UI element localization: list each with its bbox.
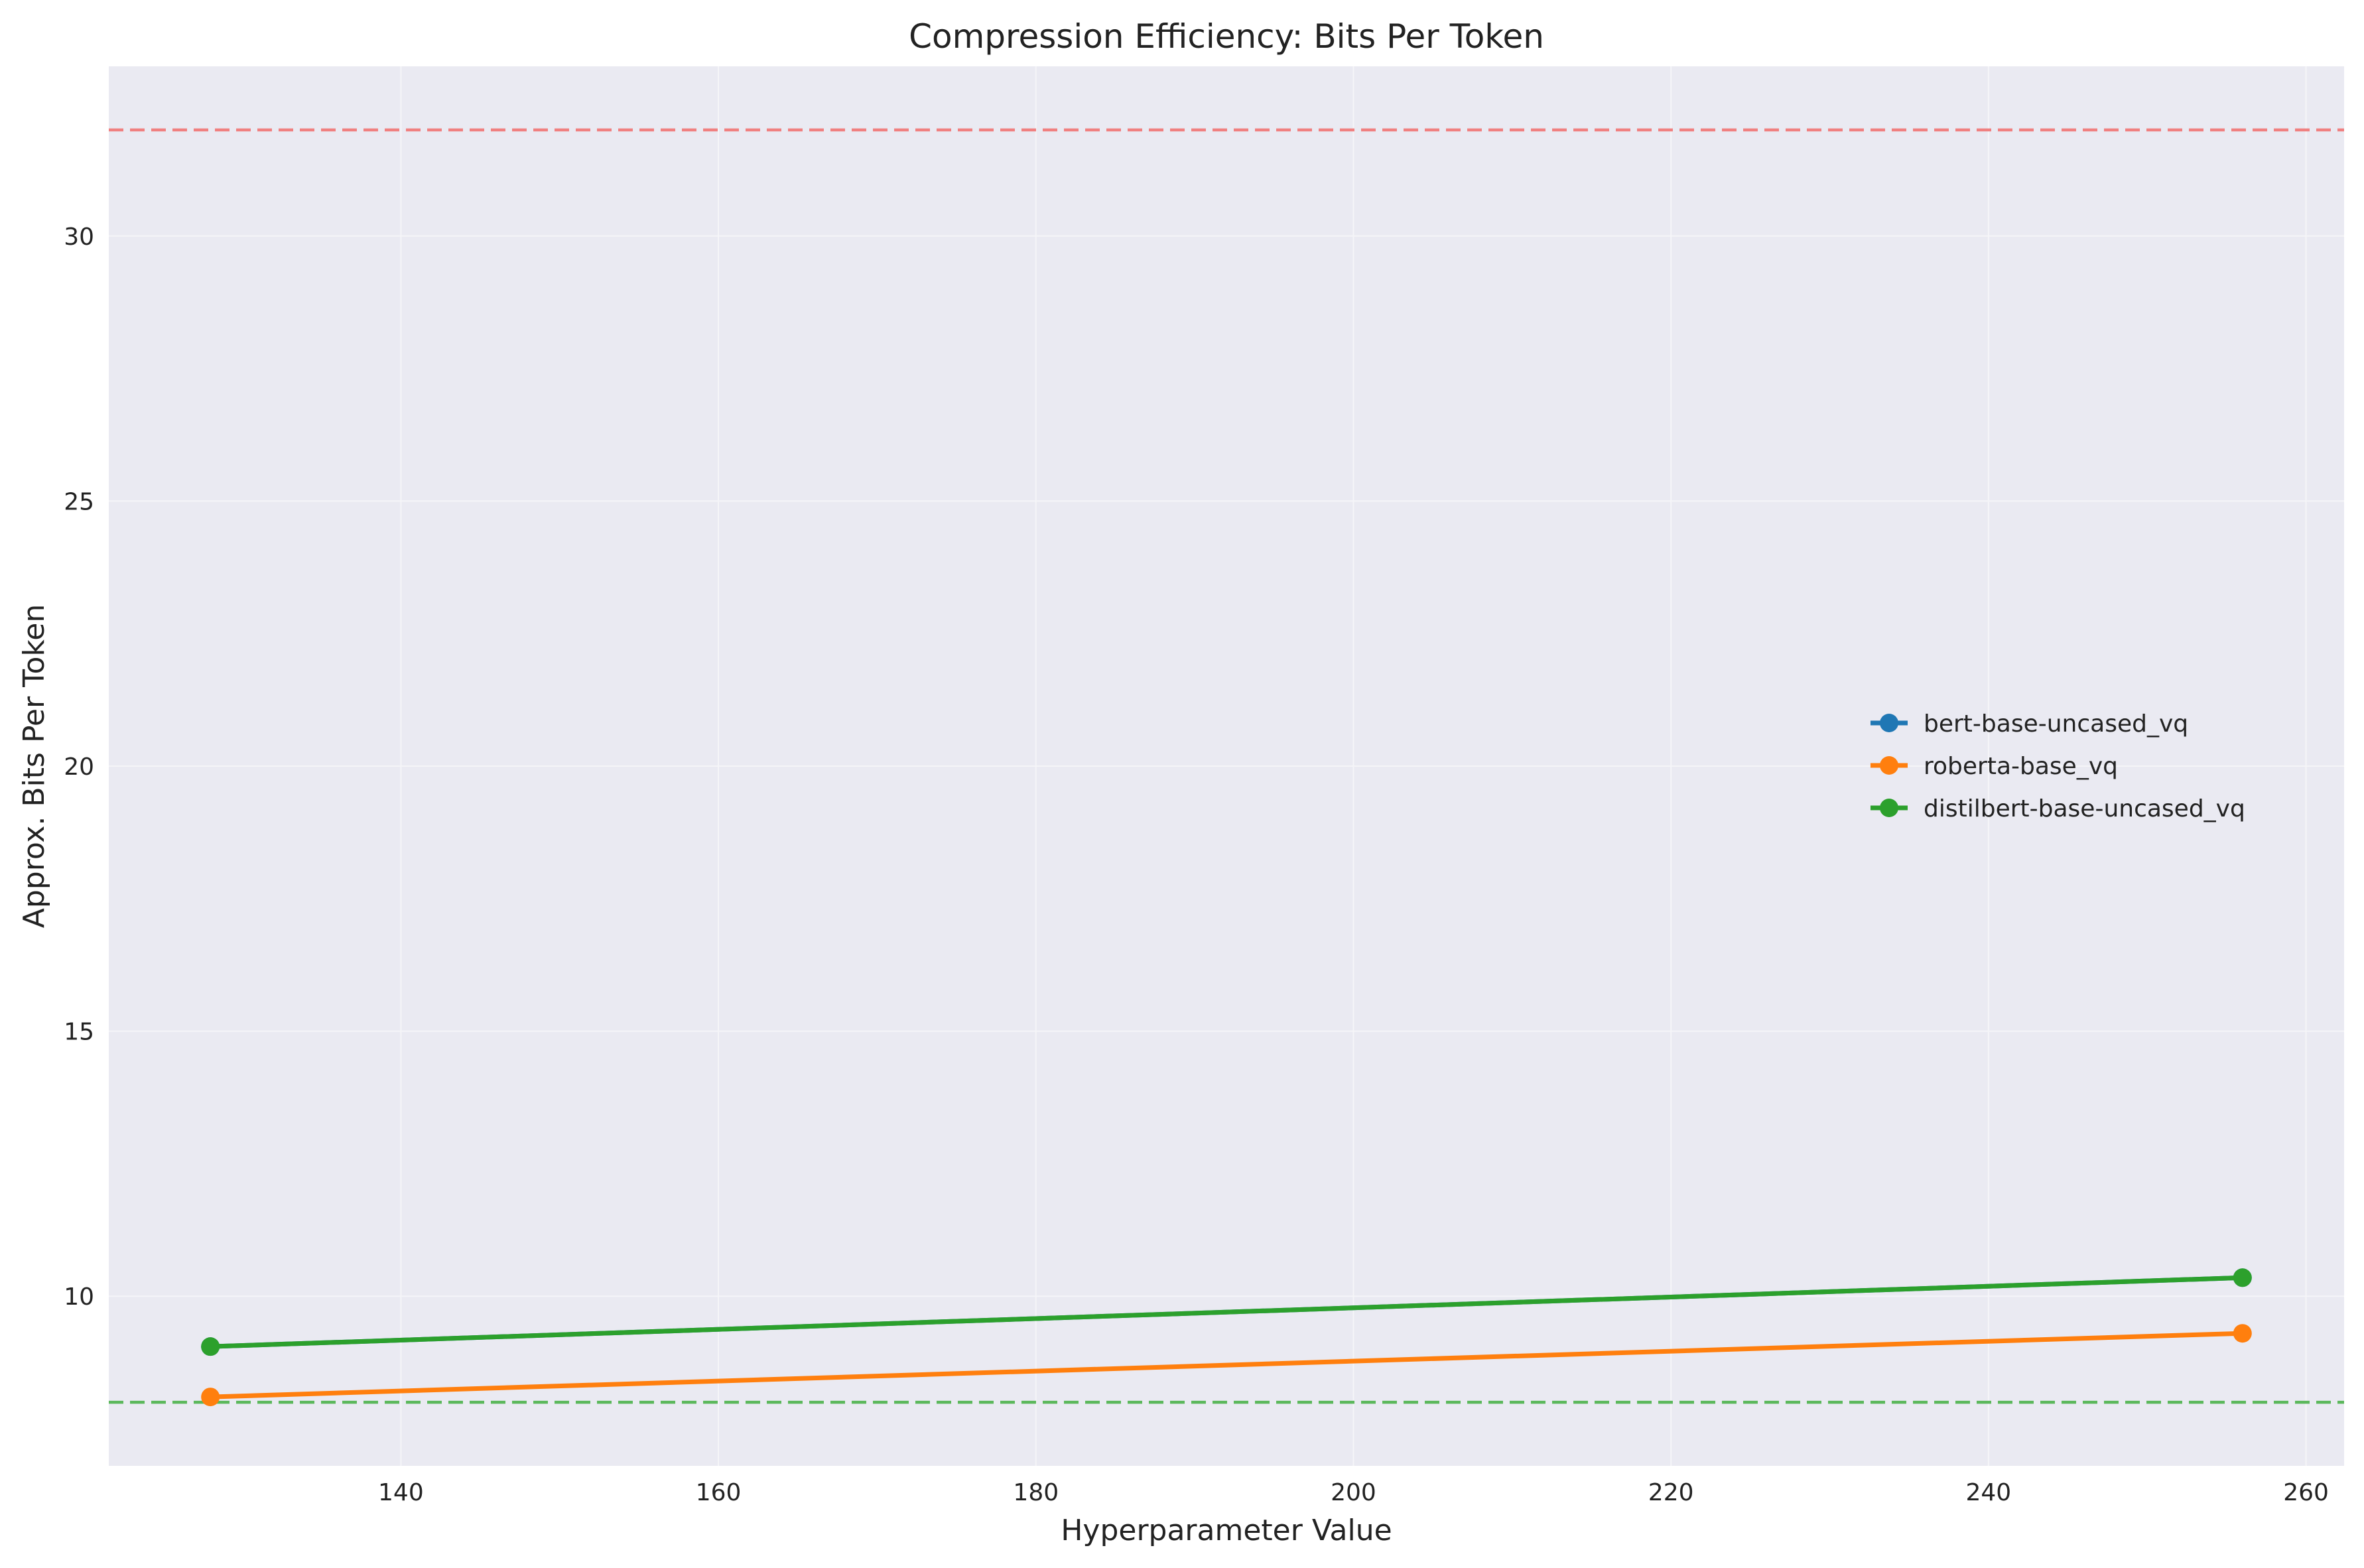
x-tick-label: 240 [1966,1479,2012,1506]
x-ticks: 140 160 180 200 220 240 260 [378,1479,2329,1506]
reference-lines [109,128,2344,1404]
y-tick-label: 30 [64,224,94,251]
x-tick-label: 180 [1013,1479,1059,1506]
legend-entry: bert-base-uncased_vq [1924,710,2188,738]
x-tick-label: 220 [1648,1479,1694,1506]
legend-entry: roberta-base_vq [1924,753,2118,780]
data-point [201,1388,220,1407]
data-point [2233,1268,2252,1287]
x-tick-label: 160 [696,1479,742,1506]
y-tick-label: 25 [64,488,94,515]
series-line [210,1275,2243,1349]
y-ticks: 10 15 20 25 30 [64,224,94,1311]
series-line [210,1331,2243,1400]
y-tick-label: 15 [64,1019,94,1046]
x-tick-label: 260 [2283,1479,2329,1506]
x-tick-label: 200 [1331,1479,1376,1506]
series-distilbert-base-uncased_vq [201,1268,2252,1356]
legend-swatch-marker [1880,714,1898,732]
legend: bert-base-uncased_vq roberta-base_vqdisti… [1871,710,2245,822]
chart-title: Compression Efficiency: Bits Per Token [909,17,1544,56]
y-tick-label: 10 [64,1283,94,1311]
grid [109,66,2344,1466]
legend-entry: distilbert-base-uncased_vq [1924,795,2245,822]
series-roberta-base_vq [201,1324,2252,1407]
y-axis-label: Approx. Bits Per Token [17,604,51,929]
legend-swatch-marker [1880,756,1898,775]
x-tick-label: 140 [378,1479,424,1506]
x-axis-label: Hyperparameter Value [1061,1514,1392,1547]
data-point [2233,1324,2252,1343]
data-point [201,1337,220,1356]
series-group [201,1268,2252,1407]
y-tick-label: 20 [64,753,94,781]
legend-swatch-marker [1880,799,1898,817]
